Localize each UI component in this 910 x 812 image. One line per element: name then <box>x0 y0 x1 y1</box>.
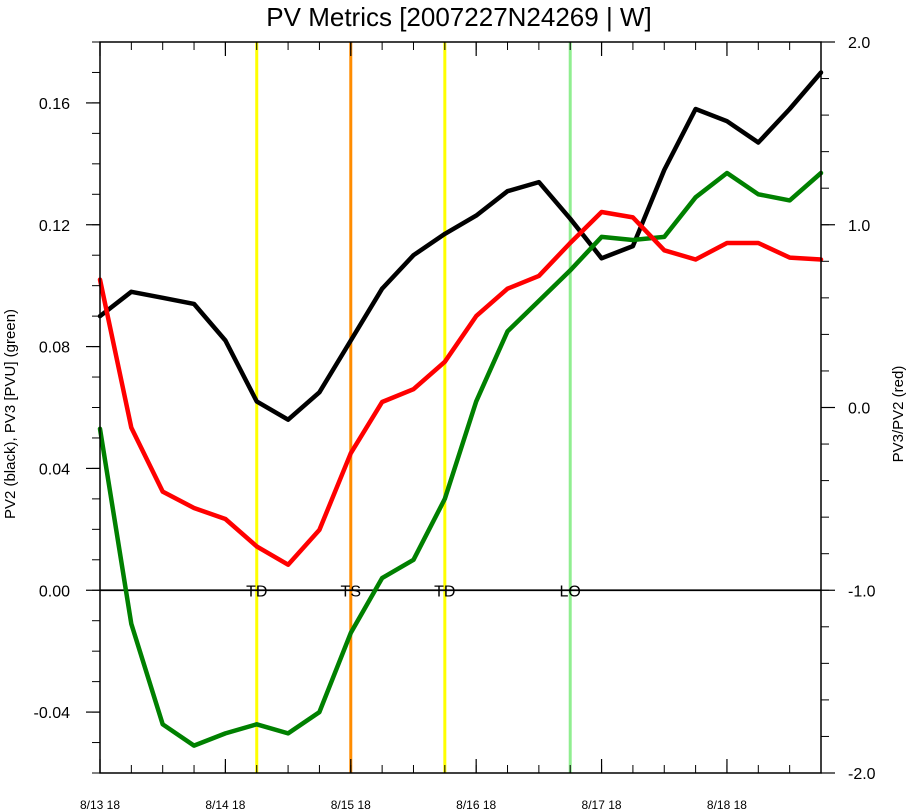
x-axis: 8/13 18 8/14 18 8/15 18 8/16 18 8/17 18 8/18 … <box>80 42 822 812</box>
y-left-tick-label: 0.08 <box>39 340 70 357</box>
y-left-tick-label: 0.00 <box>39 583 70 600</box>
x-tick-label: 8/13 18 <box>80 798 120 812</box>
y-left-tick-label: 0.16 <box>39 96 70 113</box>
event-label-td: TD <box>246 583 267 600</box>
y-left-tick-label: 0.12 <box>39 218 70 235</box>
x-tick-label: 8/14 18 <box>205 798 245 812</box>
series-lines <box>97 70 824 748</box>
x-tick-label: 8/17 18 <box>582 798 622 812</box>
right-y-axis: -2.0 -1.0 0.0 1.0 2.0 <box>821 35 876 783</box>
event-label-lo: LO <box>560 583 581 600</box>
y-right-tick-label: -2.0 <box>848 766 876 783</box>
x-tick-label: 8/16 18 <box>456 798 496 812</box>
plot-frame <box>99 41 822 774</box>
pv2-line <box>97 70 824 422</box>
chart-title: PV Metrics [2007227N24269 | W] <box>266 2 651 32</box>
event-labels: TD TS TD LO <box>246 583 581 600</box>
pv3-pv2-ratio-line <box>97 209 824 567</box>
y-right-tick-label: 2.0 <box>848 35 870 52</box>
y-right-tick-label: 1.0 <box>848 218 870 235</box>
event-label-ts: TS <box>341 583 361 600</box>
event-lines <box>255 42 572 773</box>
y-left-tick-label: -0.04 <box>34 705 71 722</box>
event-label-td: TD <box>434 583 455 600</box>
x-tick-label: 8/15 18 <box>331 798 371 812</box>
y-right-tick-label: -1.0 <box>848 583 876 600</box>
pv3-line <box>97 170 824 748</box>
left-y-axis: -0.04 0.00 0.04 0.08 0.12 0.16 <box>34 41 100 774</box>
x-tick-label: 8/18 18 <box>707 798 747 812</box>
left-y-axis-label: PV2 (black), PV3 [PVU] (green) <box>2 309 19 519</box>
y-right-tick-label: 0.0 <box>848 401 870 418</box>
right-y-axis-label: PV3/PV2 (red) <box>890 366 907 463</box>
y-left-tick-label: 0.04 <box>39 461 70 478</box>
